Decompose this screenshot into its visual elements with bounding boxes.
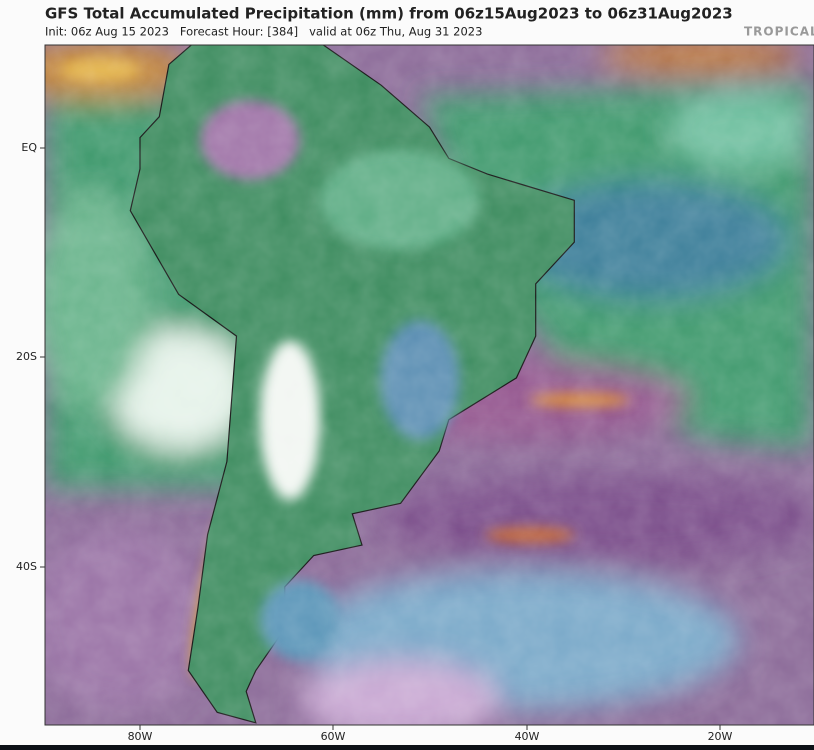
lon-label: 80W — [128, 730, 153, 743]
map-subtitle: Init: 06z Aug 15 2023 Forecast Hour: [38… — [45, 25, 482, 39]
lat-label: 40S — [16, 560, 37, 573]
brand-label: TROPICAL — [744, 25, 814, 39]
lat-label: 20S — [16, 350, 37, 363]
lon-label: 40W — [515, 730, 540, 743]
lat-label: EQ — [21, 141, 37, 154]
lon-label: 60W — [321, 730, 346, 743]
map-frame — [44, 44, 814, 726]
bottom-edge — [0, 745, 814, 750]
map-title: GFS Total Accumulated Precipitation (mm)… — [45, 5, 733, 23]
precip-map — [45, 45, 814, 725]
lon-label: 20W — [708, 730, 733, 743]
